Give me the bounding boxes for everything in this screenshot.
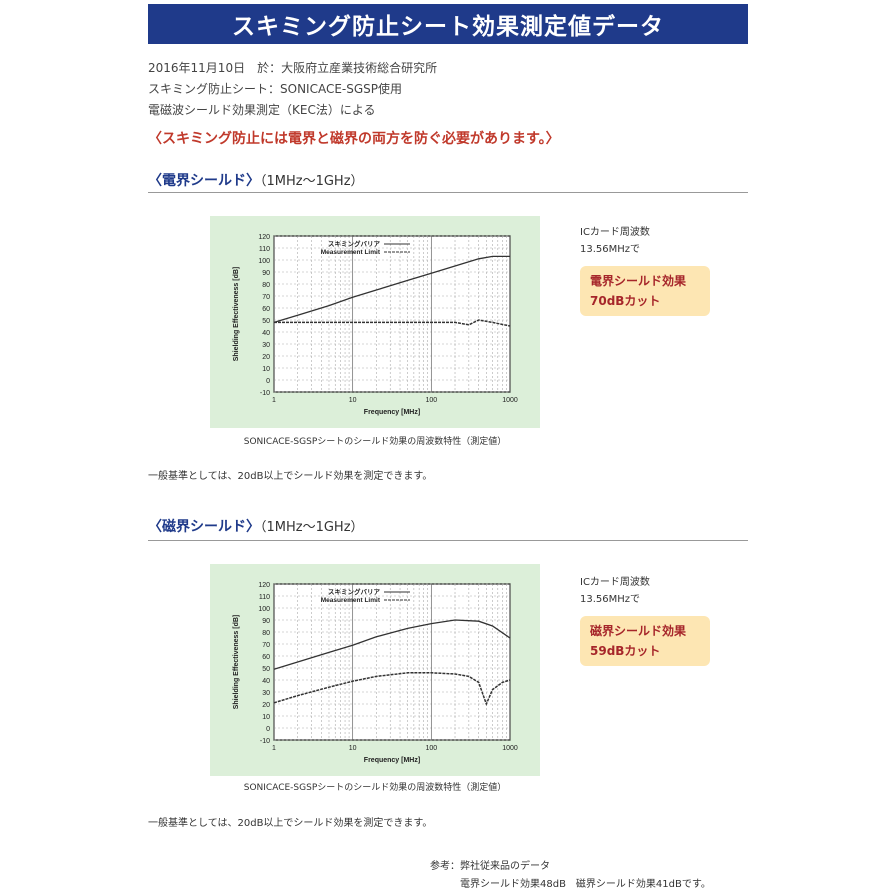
page-title-banner: スキミング防止シート効果測定値データ — [148, 4, 748, 44]
y-tick-label: 30 — [262, 342, 270, 349]
page-title: スキミング防止シート効果測定値データ — [232, 14, 664, 40]
y-tick-label: 120 — [258, 234, 270, 241]
y-tick-label: 70 — [262, 642, 270, 649]
reference-label: 参考：弊社従来品のデータ — [430, 861, 550, 872]
y-tick-label: 50 — [262, 666, 270, 673]
y-tick-label: 90 — [262, 618, 270, 625]
section-title-text: 〈電界シールド〉 — [148, 173, 260, 189]
series-line — [274, 319, 511, 327]
electric-field-chart: 120 110 100 90 80 70 60 50 40 30 20 10 0 -10 1 10 100 100… — [210, 216, 540, 428]
series-line — [273, 255, 510, 324]
y-tick-label: 60 — [262, 654, 270, 661]
badge-line1: 電界シールド効果 — [590, 274, 687, 288]
x-axis-label: Frequency [MHz] — [364, 757, 420, 764]
standard-note: 一般基準としては、20dB以上でシールド効果を測定できます。 — [148, 818, 433, 829]
y-tick-label: 100 — [258, 606, 270, 613]
x-tick-label: 1000 — [502, 397, 518, 404]
ic-line1: ICカード周波数 — [580, 577, 650, 588]
section-title-text: 〈磁界シールド〉 — [148, 519, 260, 535]
y-tick-label: 70 — [262, 294, 270, 301]
section-title-magnetic: 〈磁界シールド〉（1MHz〜1GHz） — [148, 516, 364, 536]
section-range: （1MHz〜1GHz） — [260, 520, 364, 535]
chart-caption: SONICACE-SGSPシートのシールド効果の周波数特性（測定値） — [243, 783, 507, 793]
reference-values: 電界シールド効果48dB 磁界シールド効果41dBです。 — [460, 879, 711, 890]
y-tick-label: 110 — [259, 246, 270, 253]
y-tick-label: 80 — [262, 282, 270, 289]
electric-shield-badge: 電界シールド効果 70dBカット — [580, 266, 710, 316]
ic-line2: 13.56MHzで — [580, 244, 641, 255]
ic-frequency-note: ICカード周波数 13.56MHzで — [580, 574, 650, 608]
legend-label: スキミングバリア — [328, 587, 381, 596]
x-tick-label: 10 — [349, 745, 357, 752]
chart-caption: SONICACE-SGSPシートのシールド効果の周波数特性（測定値） — [243, 437, 507, 447]
measurement-info: 2016年11月10日 於：大阪府立産業技術総合研究所 スキミング防止シート：S… — [148, 58, 437, 121]
magnetic-shield-badge: 磁界シールド効果 59dBカット — [580, 616, 710, 666]
badge-line1: 磁界シールド効果 — [590, 624, 687, 638]
series-line — [273, 672, 511, 707]
y-tick-label: 0 — [266, 726, 270, 733]
lead-text: 〈スキミング防止には電界と磁界の両方を防ぐ必要があります。〉 — [148, 131, 560, 147]
y-tick-label: -10 — [260, 390, 270, 397]
y-tick-label: 120 — [258, 582, 270, 589]
x-tick-label: 100 — [425, 397, 437, 404]
plot-area — [273, 235, 511, 393]
badge-line2: 70dBカット — [590, 294, 661, 308]
y-tick-label: 40 — [262, 330, 270, 337]
info-sheet: スキミング防止シート：SONICACE-SGSP使用 — [148, 82, 403, 96]
y-tick-label: 90 — [262, 270, 270, 277]
badge-line2: 59dBカット — [590, 644, 661, 658]
divider — [148, 192, 748, 193]
x-tick-label: 10 — [349, 397, 357, 404]
y-tick-label: 10 — [262, 366, 270, 373]
plot-area — [273, 583, 511, 741]
y-tick-label: 80 — [262, 630, 270, 637]
y-tick-label: 0 — [266, 378, 270, 385]
y-tick-label: 100 — [258, 258, 270, 265]
info-date-location: 2016年11月10日 於：大阪府立産業技術総合研究所 — [148, 61, 438, 75]
x-tick-label: 1000 — [502, 745, 518, 752]
y-tick-label: 50 — [262, 318, 270, 325]
y-tick-label: 20 — [262, 354, 270, 361]
ic-line1: ICカード周波数 — [580, 227, 650, 238]
section-range: （1MHz〜1GHz） — [260, 174, 364, 189]
x-tick-label: 100 — [425, 745, 437, 752]
standard-note: 一般基準としては、20dB以上でシールド効果を測定できます。 — [148, 471, 433, 482]
ic-line2: 13.56MHzで — [580, 594, 641, 605]
ic-frequency-note: ICカード周波数 13.56MHzで — [580, 224, 650, 258]
legend-label: スキミングバリア — [328, 239, 381, 248]
y-axis-label: Shielding Effectiveness [dB] — [233, 615, 240, 710]
magnetic-field-chart: 120 110 100 90 80 70 60 50 40 30 20 10 0 -10 1 10 100 100… — [210, 564, 540, 776]
legend-label: Measurement Limit — [321, 249, 381, 256]
info-method: 電磁波シールド効果測定（KEC法）による — [148, 103, 376, 117]
y-tick-label: 10 — [262, 714, 270, 721]
x-axis-label: Frequency [MHz] — [364, 409, 420, 416]
y-tick-label: 60 — [262, 306, 270, 313]
y-tick-label: 20 — [262, 702, 270, 709]
x-tick-label: 1 — [272, 397, 276, 404]
divider — [148, 540, 748, 541]
x-tick-label: 1 — [272, 745, 276, 752]
series-line — [273, 619, 511, 670]
y-tick-label: 30 — [262, 690, 270, 697]
section-title-electric: 〈電界シールド〉（1MHz〜1GHz） — [148, 170, 364, 190]
legend-label: Measurement Limit — [321, 597, 381, 604]
y-tick-label: -10 — [260, 738, 270, 745]
y-axis-label: Shielding Effectiveness [dB] — [233, 267, 240, 362]
y-tick-label: 40 — [262, 678, 270, 685]
y-tick-label: 110 — [259, 594, 270, 601]
